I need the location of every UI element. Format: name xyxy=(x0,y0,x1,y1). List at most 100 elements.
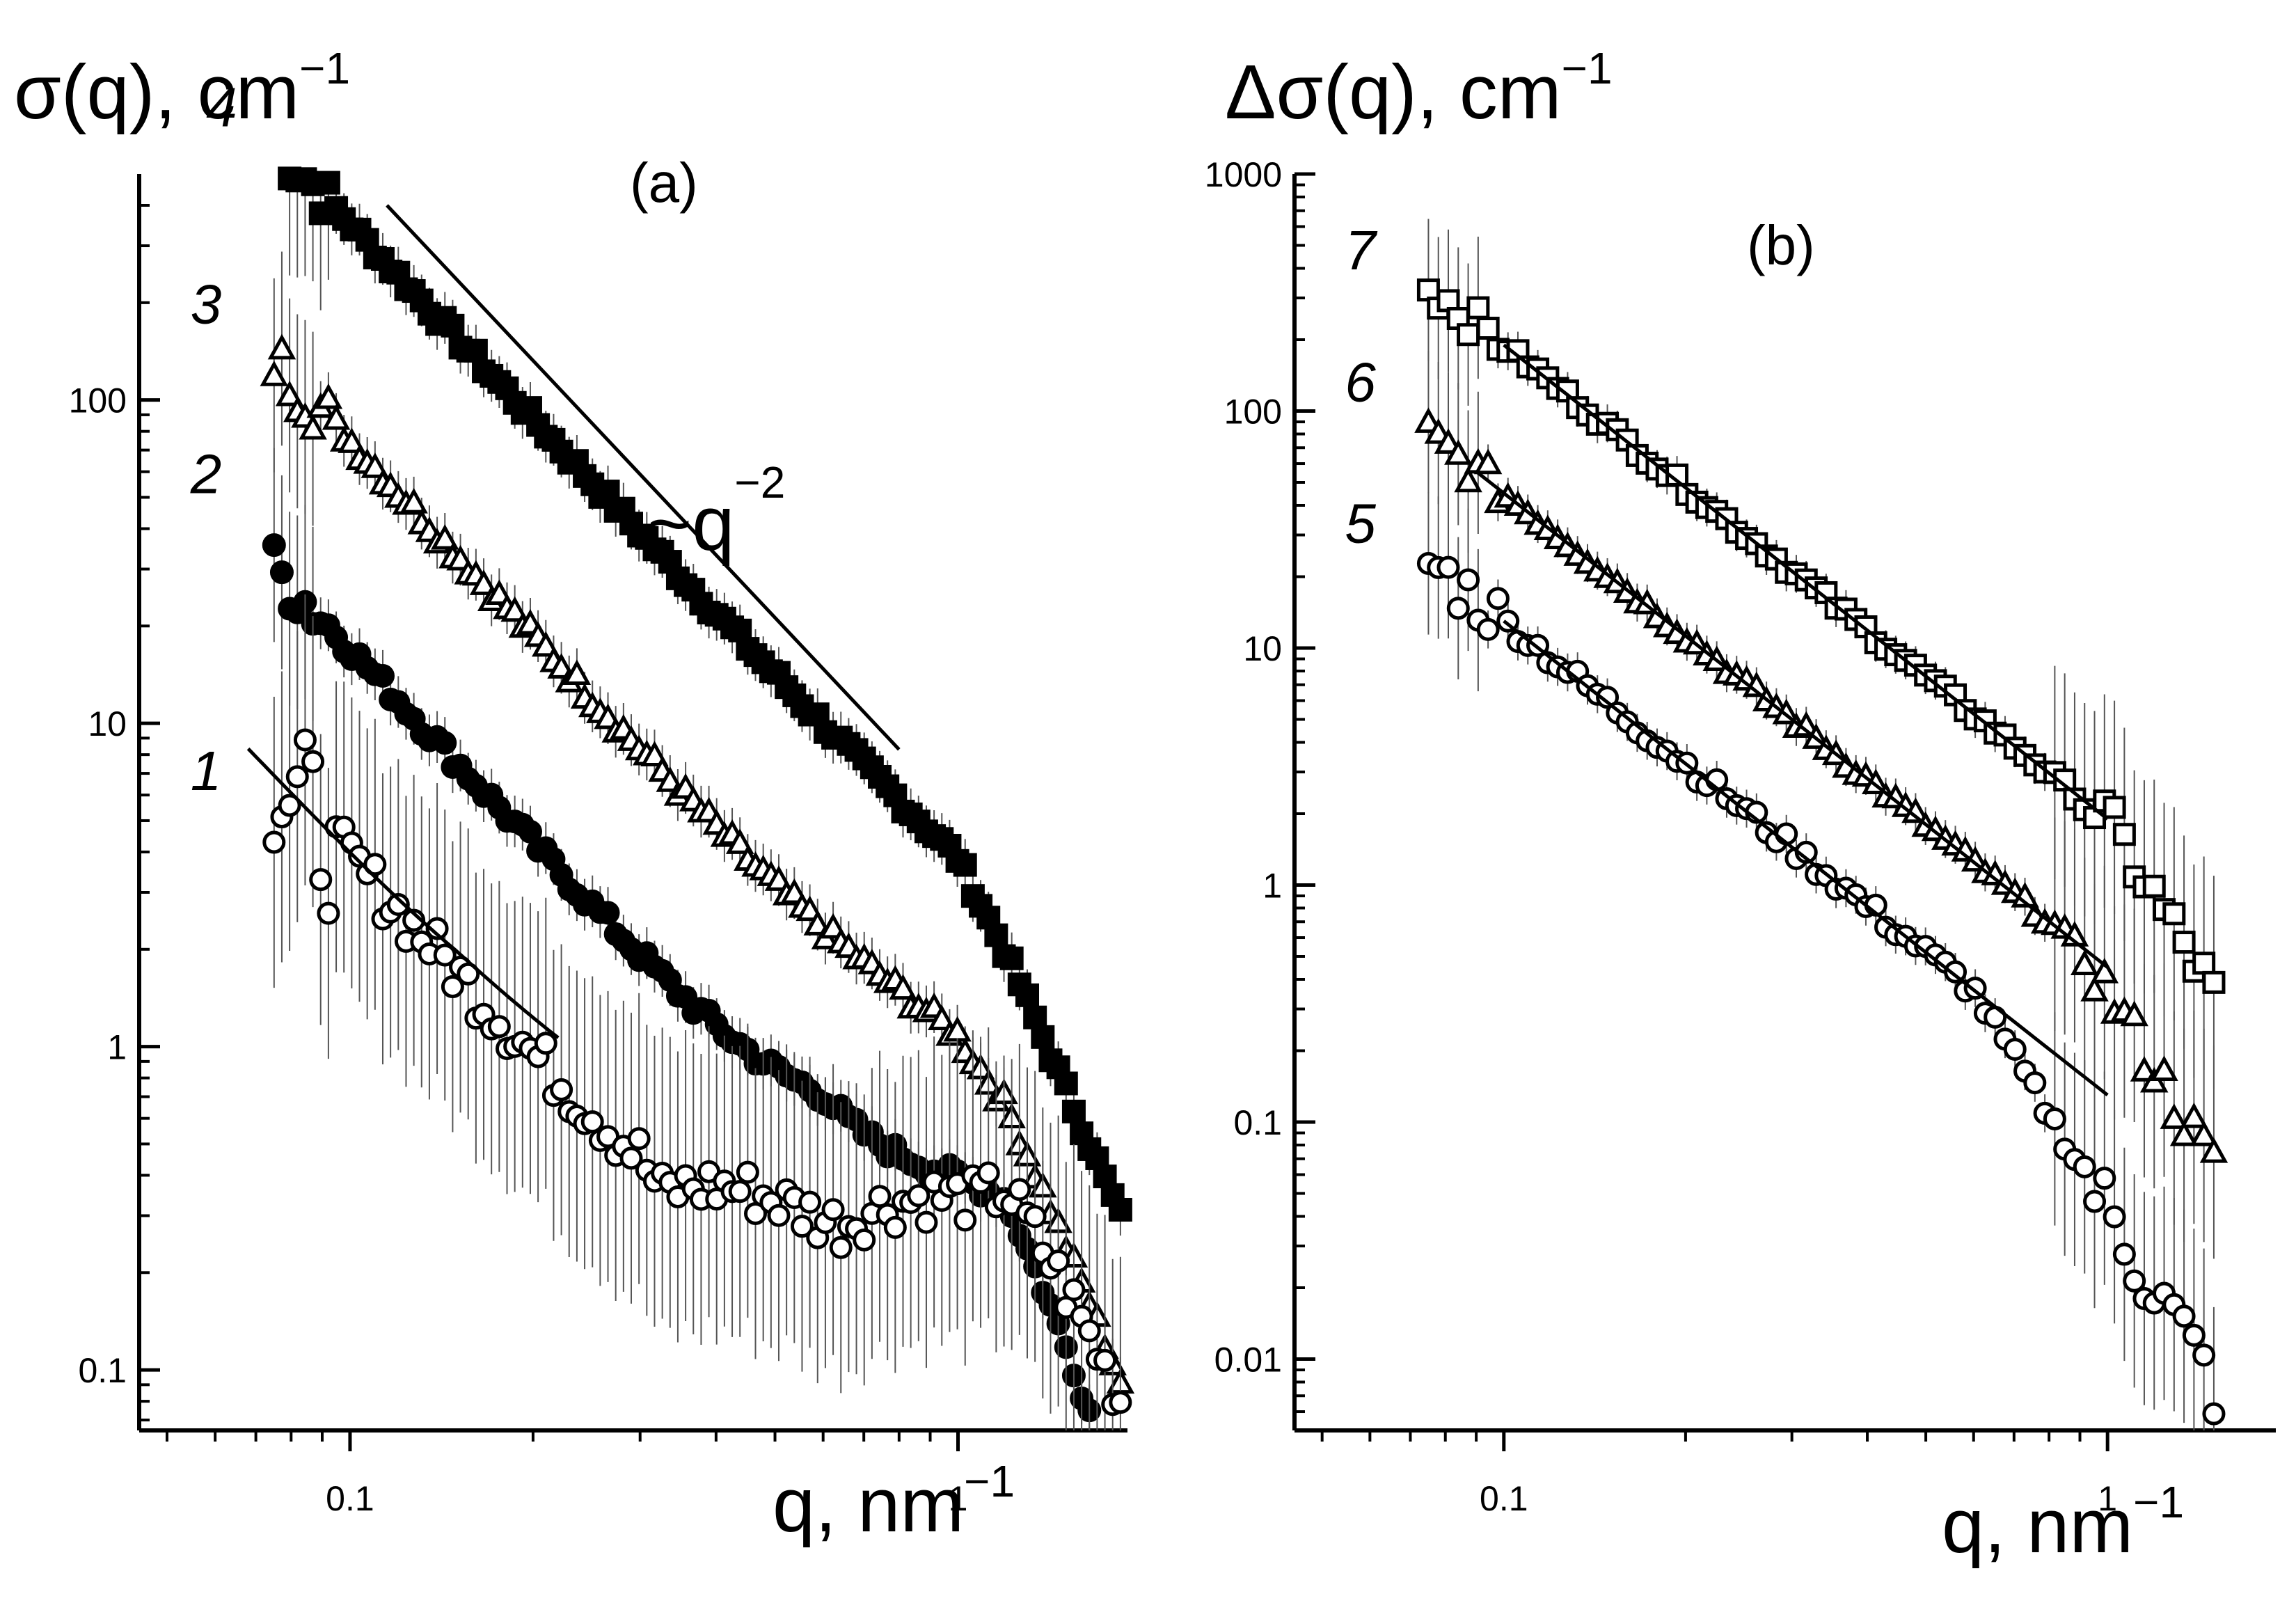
data-point xyxy=(2202,1402,2226,1426)
data-point xyxy=(262,533,286,558)
data-point xyxy=(2011,882,2039,908)
data-point xyxy=(1457,323,1480,347)
data-point xyxy=(1109,1391,1132,1414)
curve-label-5: 5 xyxy=(1345,493,1376,555)
data-point xyxy=(728,1180,752,1203)
y-tick-label: 10 xyxy=(1243,629,1282,668)
data-point xyxy=(2120,1000,2148,1027)
data-point xyxy=(2112,823,2136,846)
data-point xyxy=(821,1198,845,1222)
data-point xyxy=(889,974,917,1000)
data-point xyxy=(829,1236,853,1259)
data-point xyxy=(596,901,620,925)
y-tick-label: 100 xyxy=(69,381,127,420)
series-1 xyxy=(246,594,1132,1430)
data-point xyxy=(1434,428,1463,454)
data-point xyxy=(1093,1348,1117,1372)
curve-label-1: 1 xyxy=(191,740,222,802)
data-point xyxy=(441,313,465,338)
data-point xyxy=(953,1208,977,1232)
data-point xyxy=(314,383,343,409)
data-point xyxy=(2093,1167,2116,1190)
x-tick-label: 0.1 xyxy=(326,1479,374,1518)
data-point xyxy=(309,868,333,892)
panel-b-ylabel: Δσ(q), cm−1 xyxy=(1225,43,1613,135)
data-point xyxy=(550,1078,573,1102)
curve-label-6: 6 xyxy=(1345,352,1376,413)
fit-curve-6 xyxy=(1475,470,2109,969)
data-point xyxy=(2180,1102,2208,1128)
y-tick-label: 100 xyxy=(1224,392,1282,431)
data-point xyxy=(1077,1319,1101,1343)
data-point xyxy=(278,794,301,817)
data-point xyxy=(457,962,480,986)
data-point xyxy=(262,830,286,854)
curve-label-3: 3 xyxy=(191,273,222,335)
data-point xyxy=(2103,1205,2126,1229)
data-point xyxy=(790,1215,814,1238)
svg-text:~q−2: ~q−2 xyxy=(647,457,785,567)
y-tick-label: 1000 xyxy=(1205,155,1282,194)
series-5 xyxy=(1416,492,2226,1430)
data-point xyxy=(2192,1343,2216,1367)
data-point xyxy=(2123,1269,2146,1293)
data-point xyxy=(317,901,340,925)
svg-text:σ(q), cm−1: σ(q), cm−1 xyxy=(14,43,350,135)
data-point xyxy=(269,560,294,585)
x-tick-label: 1 xyxy=(2098,1479,2117,1518)
data-point xyxy=(2083,1190,2107,1213)
data-point xyxy=(2060,921,2089,947)
data-point xyxy=(487,1015,511,1039)
data-point xyxy=(736,1160,759,1184)
data-point xyxy=(425,917,449,940)
data-point xyxy=(1436,555,1460,579)
data-point xyxy=(1414,407,1443,433)
data-point xyxy=(2142,874,2166,898)
data-point xyxy=(361,452,390,478)
data-point xyxy=(976,1161,1000,1185)
data-point xyxy=(363,853,387,876)
data-point xyxy=(798,1190,822,1214)
data-point xyxy=(441,975,464,999)
slope-reference-line xyxy=(386,204,901,751)
data-point xyxy=(293,728,317,752)
data-point xyxy=(928,1004,956,1031)
data-point xyxy=(2073,1155,2096,1178)
panel-a-title: (a) xyxy=(630,152,698,214)
y-tick-label: 0.01 xyxy=(1214,1340,1282,1379)
data-point xyxy=(1062,1278,1086,1302)
data-point xyxy=(619,1146,643,1170)
data-point xyxy=(2071,949,2099,976)
data-point xyxy=(915,1210,938,1234)
data-point xyxy=(301,750,325,773)
series-4 xyxy=(278,166,1132,1236)
curve-label-4: 4 xyxy=(206,77,237,139)
data-point xyxy=(767,1203,791,1227)
data-point xyxy=(2090,957,2119,984)
data-point xyxy=(1047,1249,1070,1273)
series-7 xyxy=(1416,219,2226,1089)
data-point xyxy=(953,853,977,877)
data-point xyxy=(640,741,669,766)
data-point xyxy=(2169,1120,2199,1146)
data-point xyxy=(627,1127,651,1151)
y-tick-label: 0.1 xyxy=(78,1351,127,1390)
y-tick-label: 10 xyxy=(88,704,127,743)
data-point xyxy=(260,361,289,386)
data-point xyxy=(2023,1071,2047,1095)
y-tick-label: 1 xyxy=(1262,866,1282,905)
data-point xyxy=(433,731,457,755)
data-point xyxy=(1473,448,1503,475)
data-point xyxy=(464,338,488,363)
data-point xyxy=(1454,466,1482,493)
data-point xyxy=(1466,296,1490,319)
curve-label-7: 7 xyxy=(1345,219,1377,281)
data-point xyxy=(370,663,395,688)
svg-text:q, nm−1: q, nm−1 xyxy=(1942,1477,2184,1569)
data-point xyxy=(433,943,457,967)
data-point xyxy=(2190,1120,2218,1146)
panel-a-ylabel: σ(q), cm−1 xyxy=(14,43,350,135)
panel-b-xlabel: q, nm−1 xyxy=(1942,1477,2184,1569)
data-point xyxy=(1476,617,1500,641)
curve-label-2: 2 xyxy=(190,443,222,505)
